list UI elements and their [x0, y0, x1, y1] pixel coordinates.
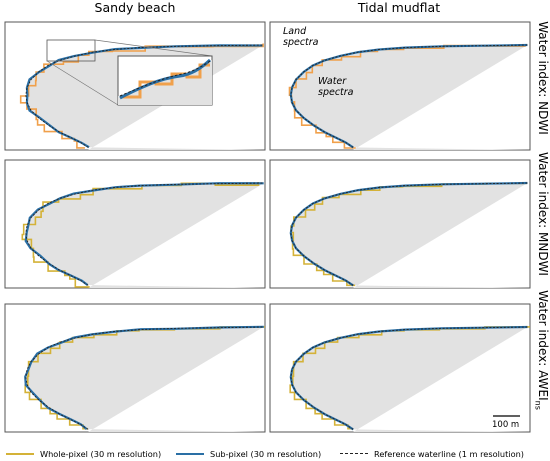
row-title-awei: Water index: AWEIns — [533, 290, 550, 410]
water-area-sandy-beach-mndwi — [25, 183, 264, 288]
water-area-tidal-mudflat-ndwi — [290, 45, 528, 150]
whole-pixel-line-sandy-beach-mndwi — [21, 182, 260, 288]
legend-label-reference: Reference waterline (1 m resolution) — [374, 448, 524, 459]
zoom-whole-pixel-line — [120, 63, 210, 99]
legend-swatch-reference — [340, 453, 368, 454]
legend-label-sub-pixel: Sub-pixel (30 m resolution) — [210, 448, 322, 459]
legend: Whole-pixel (30 m resolution) Sub-pixel … — [0, 446, 550, 461]
water-spectra-annotation: Water spectra — [318, 76, 354, 98]
zoom-connector-left — [46, 60, 119, 106]
land-spectra-annotation: Land spectra — [283, 26, 319, 48]
column-title-tidal-mudflat: Tidal mudflat — [357, 0, 441, 15]
legend-item-sub-pixel: Sub-pixel (30 m resolution) — [176, 446, 321, 461]
legend-swatch-sub-pixel — [176, 452, 204, 455]
water-area-tidal-mudflat-awei — [290, 327, 528, 432]
zoom-sub-pixel-line — [119, 58, 212, 100]
scale-bar-label: 100 m — [492, 420, 520, 430]
reference-line-sandy-beach-mndwi — [25, 182, 263, 286]
zoom-source-box — [46, 39, 96, 62]
row-title-ndwi: Water index: NDWI — [536, 21, 550, 135]
reference-line-sandy-beach-ndwi — [25, 44, 263, 148]
reference-line-tidal-mudflat-ndwi — [290, 44, 528, 148]
column-title-sandy-beach: Sandy beach — [94, 0, 176, 15]
reference-line-sandy-beach-awei — [25, 326, 263, 430]
zoom-connector-right — [94, 39, 213, 57]
legend-item-reference: Reference waterline (1 m resolution) — [340, 446, 524, 461]
zoom-reference-line — [119, 60, 211, 97]
water-area-tidal-mudflat-mndwi — [290, 183, 528, 288]
legend-swatch-whole-pixel — [6, 452, 34, 455]
reference-line-tidal-mudflat-awei — [290, 326, 528, 430]
water-area-sandy-beach-awei — [25, 326, 264, 432]
legend-label-whole-pixel: Whole-pixel (30 m resolution) — [40, 448, 162, 459]
reference-line-tidal-mudflat-mndwi — [290, 182, 528, 286]
legend-item-whole-pixel: Whole-pixel (30 m resolution) — [6, 446, 161, 461]
row-title-mndwi: Water index: MNDWI — [536, 152, 550, 276]
whole-pixel-line-sandy-beach-ndwi — [19, 43, 264, 149]
